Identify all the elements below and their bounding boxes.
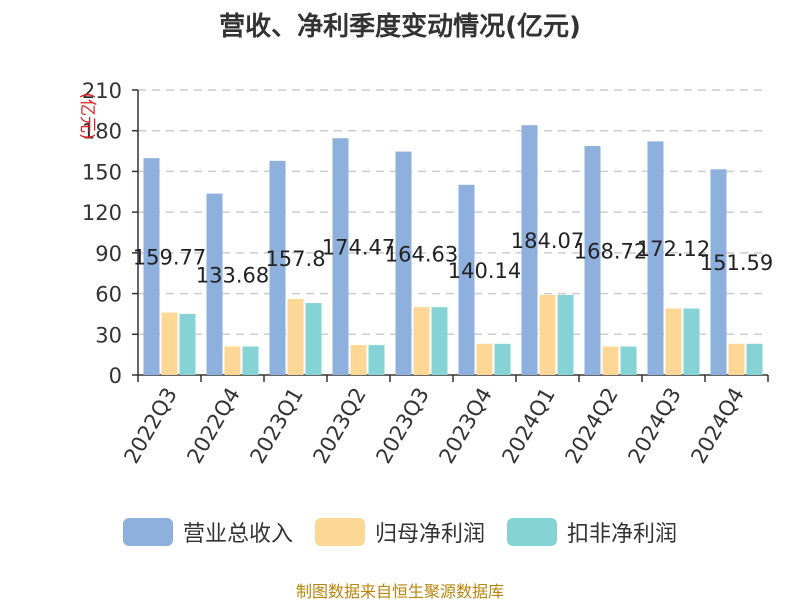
bar-3 [494,343,511,375]
bar-1 [395,151,412,375]
bar-1 [269,160,286,375]
bar-3 [242,346,259,375]
y-tick-label: 60 [95,283,122,307]
legend-swatch [507,518,557,546]
x-tick-label: 2023Q2 [308,384,370,468]
data-label: 140.14 [448,259,521,283]
data-label: 184.07 [511,229,584,253]
x-tick-label: 2024Q3 [623,384,685,468]
bar-3 [179,313,196,375]
bar-2 [224,346,241,375]
data-label: 172.12 [637,237,710,261]
bar-2 [602,346,619,375]
bar-3 [683,308,700,375]
legend-item[interactable]: 扣非净利润 [507,516,677,548]
x-tick-label: 2023Q1 [245,384,307,468]
bar-2 [665,308,682,375]
y-axis-label: (亿元) [77,92,97,139]
bar-3 [431,307,448,375]
bar-3 [557,294,574,375]
data-label: 168.72 [574,240,647,264]
bar-2 [539,294,556,375]
x-tick-label: 2023Q3 [371,384,433,468]
x-tick-label: 2022Q3 [119,384,181,468]
data-label: 164.63 [385,242,458,266]
legend-swatch [314,518,365,546]
x-tick-label: 2022Q4 [182,384,244,468]
bar-1 [143,158,160,375]
bar-2 [476,343,493,375]
bar-1 [584,146,601,375]
source-note: 制图数据来自恒生聚源数据库 [295,582,504,601]
y-tick-label: 180 [82,120,122,144]
bar-2 [413,307,430,375]
data-label: 151.59 [700,251,773,275]
data-label: 133.68 [196,263,269,287]
data-label: 174.47 [322,236,395,260]
bar-1 [710,169,727,375]
bar-2 [350,345,367,375]
y-tick-label: 210 [82,79,122,103]
y-tick-label: 90 [95,242,122,266]
legend-label: 归母净利润 [374,522,485,547]
x-tick-label: 2023Q4 [434,384,496,468]
legend-label: 扣非净利润 [567,522,678,547]
bar-2 [287,299,304,375]
x-tick-label: 2024Q2 [560,384,622,468]
chart-title: 营收、净利季度变动情况(亿元) [219,12,581,42]
y-tick-label: 30 [95,323,122,347]
data-label: 159.77 [133,246,206,270]
y-tick-label: 120 [82,201,122,225]
legend-label: 营业总收入 [182,522,293,547]
x-tick-label: 2024Q4 [686,384,748,468]
bar-3 [305,303,322,375]
legend-item[interactable]: 营业总收入 [122,516,293,548]
bar-2 [728,343,745,375]
legend-item[interactable]: 归母净利润 [314,516,485,548]
legend: 营业总收入 归母净利润 扣非净利润 [0,516,800,548]
bar-3 [368,345,385,375]
bar-3 [746,343,763,375]
bar-3 [620,346,637,375]
bar-1 [332,138,349,375]
y-tick-label: 0 [109,364,122,388]
bar-1 [647,141,664,375]
x-tick-label: 2024Q1 [497,384,559,468]
bar-1 [521,125,538,376]
data-label: 157.8 [265,247,325,271]
bar-1 [458,184,475,375]
bar-1 [206,193,223,375]
bar-2 [161,312,178,375]
y-tick-label: 150 [82,160,122,184]
legend-swatch [122,518,173,546]
